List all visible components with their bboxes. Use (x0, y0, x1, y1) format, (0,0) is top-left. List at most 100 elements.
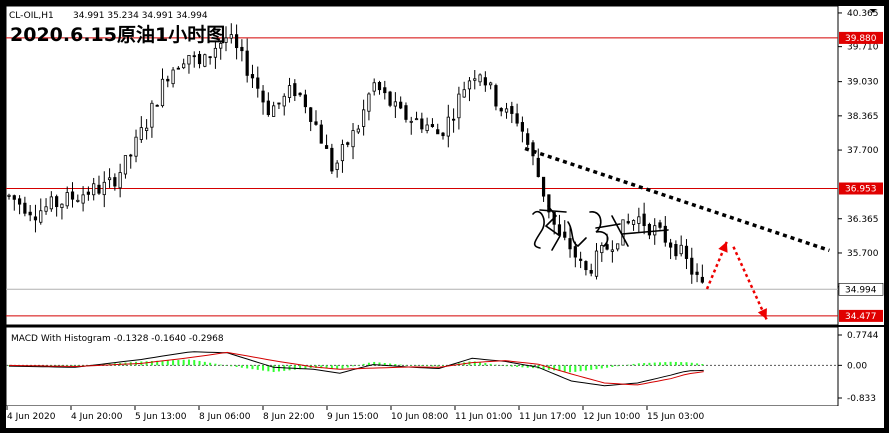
macd-histogram-bar (600, 365, 603, 369)
macd-tick-label: 0.00 (847, 361, 867, 371)
macd-histogram-bar (299, 365, 302, 370)
candle-body (557, 224, 562, 236)
projection-arrow-line (732, 246, 768, 320)
level-tag (839, 31, 883, 44)
candle-body (65, 192, 69, 207)
candle-body (335, 162, 339, 170)
macd-histogram-bar (161, 360, 164, 366)
candle-body (478, 74, 482, 83)
candle-body (12, 195, 16, 200)
candle-body (33, 216, 38, 221)
candle-body (637, 216, 641, 224)
signal-line (8, 351, 704, 386)
macd-histogram-bar (389, 363, 392, 366)
level-tag-label: 34.477 (845, 312, 877, 322)
candle-body (113, 177, 117, 187)
candle-body (229, 34, 233, 39)
candle-body (547, 194, 551, 213)
time-tick-label: 5 Jun 13:00 (135, 412, 187, 422)
candle-body (351, 130, 355, 148)
macd-histogram-bar (669, 361, 672, 366)
candle-body (287, 85, 292, 98)
candle-body (176, 67, 180, 70)
macd-histogram-bar (404, 365, 407, 366)
candle-body (515, 113, 519, 124)
macd-histogram-bar (256, 365, 259, 370)
candle-body (610, 249, 614, 252)
macd-histogram-bar (563, 365, 566, 372)
macd-histogram-bar (415, 365, 418, 366)
macd-histogram-bar (156, 360, 159, 366)
candle-body (28, 211, 32, 216)
macd-histogram-bar (240, 365, 243, 368)
chart-menu-icon[interactable] (870, 9, 876, 13)
candle-body (17, 198, 22, 205)
macd-histogram-bar (304, 365, 307, 369)
macd-histogram-bar (362, 363, 365, 366)
price-tick-label: 40.365 (847, 9, 879, 19)
candle-body (372, 82, 376, 92)
candle-body (674, 244, 678, 257)
candle-body (526, 133, 530, 145)
candle-body (584, 261, 588, 271)
macd-histogram-bar (177, 359, 180, 366)
candle-body (605, 244, 609, 250)
candle-body (684, 245, 689, 259)
candle-body (213, 47, 218, 58)
candle-body (669, 242, 673, 248)
macd-histogram-bar (251, 365, 254, 370)
candle-body (563, 231, 567, 238)
candle-body (504, 108, 509, 113)
candle-body (234, 34, 239, 49)
macd-histogram-bar (484, 363, 487, 366)
macd-histogram-bar (426, 365, 429, 367)
time-tick-label: 15 Jun 03:00 (647, 412, 704, 422)
macd-histogram-bar (521, 365, 524, 368)
candle-body (256, 77, 260, 89)
projection-arrow-head (757, 308, 767, 320)
candle-body (319, 124, 323, 144)
candle-body (266, 100, 270, 116)
candle-body (197, 53, 202, 65)
macd-histogram-bar (246, 365, 249, 369)
candle-body (690, 257, 694, 275)
macd-histogram-bar (410, 365, 413, 366)
macd-histogram-bar (685, 362, 688, 366)
candle-body (393, 101, 397, 107)
price-tick-label: 39.030 (847, 78, 879, 88)
candle-body (695, 271, 699, 275)
candle-body (224, 37, 228, 43)
price-tick-label: 35.700 (847, 249, 879, 259)
macd-histogram-bar (632, 363, 635, 366)
candle-body (579, 258, 583, 261)
level-tag-label: 36.953 (845, 184, 877, 194)
candle-body (250, 74, 255, 79)
candle-body (473, 78, 477, 81)
candle-body (282, 95, 286, 107)
macd-histogram-bar (182, 359, 185, 366)
macd-histogram-bar (569, 365, 572, 373)
macd-histogram-bar (542, 365, 545, 370)
candle-body (377, 82, 382, 91)
candle-body (145, 127, 149, 131)
macd-histogram-bar (627, 364, 630, 366)
candle-body (44, 206, 48, 212)
candle-body (531, 142, 535, 157)
macd-histogram-bar (643, 363, 646, 366)
candle-body (621, 219, 625, 246)
candle-body (404, 105, 408, 120)
macd-histogram-bar (616, 365, 619, 367)
price-plot-frame (5, 5, 839, 326)
time-axis (6, 406, 884, 428)
candle-body (324, 145, 329, 149)
macd-histogram-bar (579, 365, 582, 372)
time-tick-label: 9 Jun 15:00 (327, 412, 379, 422)
macd-histogram-bar (145, 361, 148, 366)
candle-body (160, 78, 165, 107)
macd-histogram-bar (82, 365, 85, 366)
candle-body (182, 63, 186, 69)
candle-body (425, 124, 429, 131)
candle-body (409, 120, 413, 123)
candle-body (594, 250, 599, 277)
